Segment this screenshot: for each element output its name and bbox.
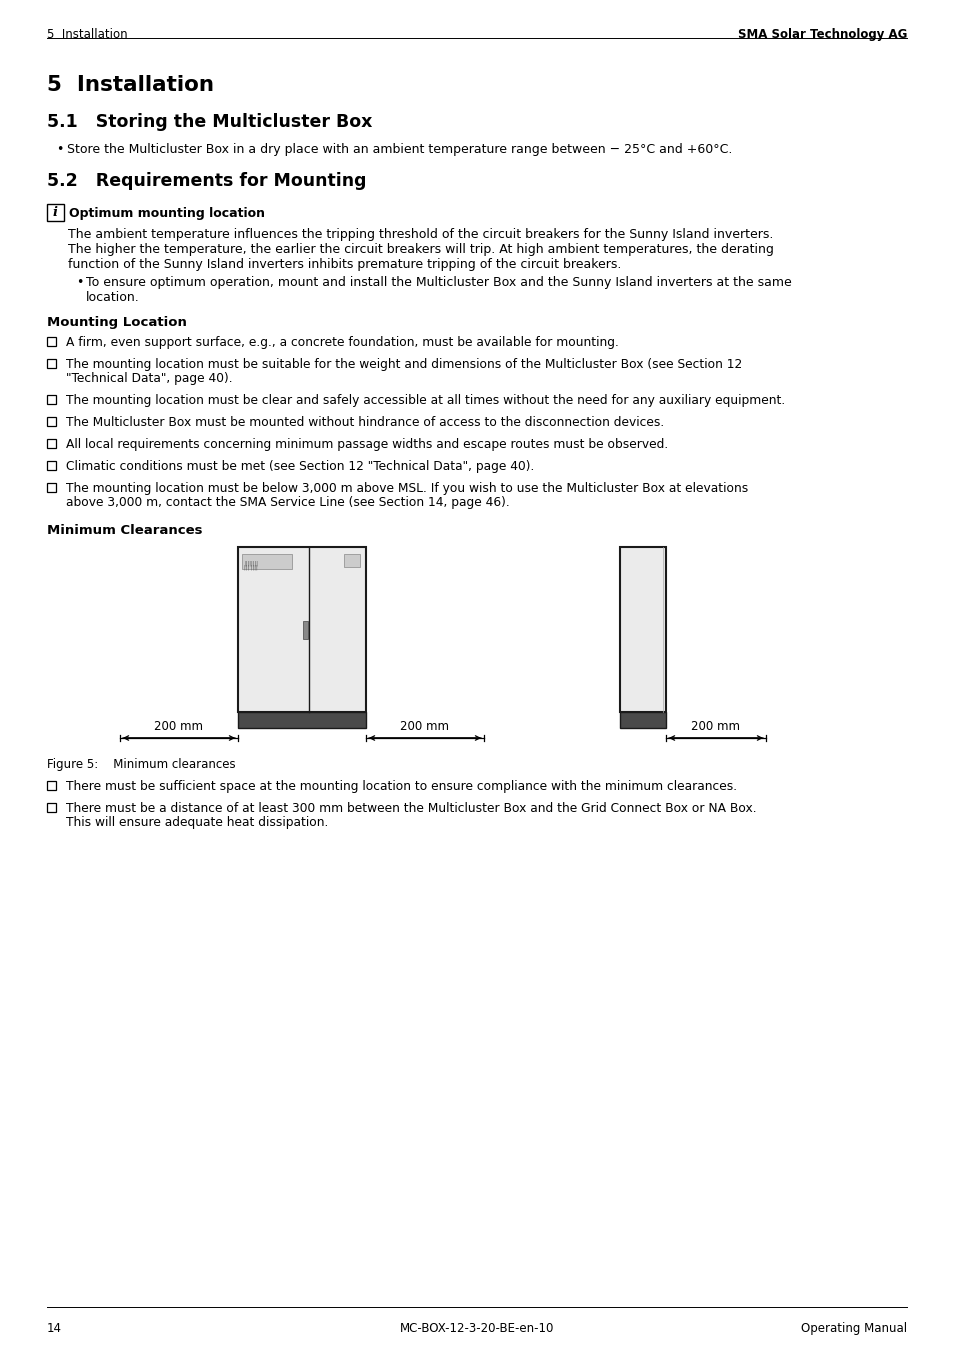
Bar xyxy=(619,547,665,711)
Bar xyxy=(237,547,366,711)
Text: There must be a distance of at least 300 mm between the Multicluster Box and the: There must be a distance of at least 300… xyxy=(66,802,756,815)
Text: There must be sufficient space at the mounting location to ensure compliance wit: There must be sufficient space at the mo… xyxy=(66,780,737,792)
Text: Climatic conditions must be met (see Section 12 "Technical Data", page 40).: Climatic conditions must be met (see Sec… xyxy=(66,460,534,472)
Text: Minimum Clearances: Minimum Clearances xyxy=(47,524,202,537)
Text: i: i xyxy=(53,207,58,219)
Text: •: • xyxy=(76,275,83,289)
Bar xyxy=(47,460,56,470)
Text: The mounting location must be suitable for the weight and dimensions of the Mult: The mounting location must be suitable f… xyxy=(66,358,741,371)
Text: A firm, even support surface, e.g., a concrete foundation, must be available for: A firm, even support surface, e.g., a co… xyxy=(66,336,618,350)
Text: Figure 5:    Minimum clearances: Figure 5: Minimum clearances xyxy=(47,757,235,771)
Bar xyxy=(242,554,292,568)
Bar xyxy=(47,417,56,427)
Bar xyxy=(47,483,56,491)
Bar xyxy=(344,554,359,567)
Text: 5  Installation: 5 Installation xyxy=(47,76,213,95)
Text: All local requirements concerning minimum passage widths and escape routes must : All local requirements concerning minimu… xyxy=(66,437,667,451)
Text: 5.1   Storing the Multicluster Box: 5.1 Storing the Multicluster Box xyxy=(47,113,372,131)
Text: 14: 14 xyxy=(47,1322,62,1335)
Text: 200 mm: 200 mm xyxy=(154,720,203,733)
Text: Optimum mounting location: Optimum mounting location xyxy=(69,207,265,220)
Text: Mounting Location: Mounting Location xyxy=(47,316,187,329)
Text: Operating Manual: Operating Manual xyxy=(800,1322,906,1335)
Text: ||||||||: |||||||| xyxy=(244,560,257,566)
Text: To ensure optimum operation, mount and install the Multicluster Box and the Sunn: To ensure optimum operation, mount and i… xyxy=(86,275,791,289)
Text: The higher the temperature, the earlier the circuit breakers will trip. At high : The higher the temperature, the earlier … xyxy=(68,243,773,256)
Bar xyxy=(47,359,56,369)
Text: SMA Solar Technology AG: SMA Solar Technology AG xyxy=(737,28,906,40)
Text: Store the Multicluster Box in a dry place with an ambient temperature range betw: Store the Multicluster Box in a dry plac… xyxy=(67,143,732,157)
Text: above 3,000 m, contact the SMA Service Line (see Section 14, page 46).: above 3,000 m, contact the SMA Service L… xyxy=(66,495,509,509)
Text: location.: location. xyxy=(86,292,139,304)
Text: The ambient temperature influences the tripping threshold of the circuit breaker: The ambient temperature influences the t… xyxy=(68,228,773,242)
Bar xyxy=(47,396,56,404)
Text: This will ensure adequate heat dissipation.: This will ensure adequate heat dissipati… xyxy=(66,815,328,829)
Text: 200 mm: 200 mm xyxy=(691,720,740,733)
Text: 200 mm: 200 mm xyxy=(400,720,449,733)
Text: "Technical Data", page 40).: "Technical Data", page 40). xyxy=(66,373,233,385)
Text: The mounting location must be below 3,000 m above MSL. If you wish to use the Mu: The mounting location must be below 3,00… xyxy=(66,482,747,495)
Text: The Multicluster Box must be mounted without hindrance of access to the disconne: The Multicluster Box must be mounted wit… xyxy=(66,416,663,429)
Text: 5.2   Requirements for Mounting: 5.2 Requirements for Mounting xyxy=(47,171,366,190)
Text: 5  Installation: 5 Installation xyxy=(47,28,128,40)
Bar xyxy=(47,204,64,221)
Bar xyxy=(237,711,366,728)
Text: ||| ||||: ||| |||| xyxy=(244,566,257,571)
Bar xyxy=(619,711,665,728)
Bar xyxy=(303,621,308,639)
Bar xyxy=(47,782,56,790)
Bar xyxy=(47,338,56,346)
Text: •: • xyxy=(56,143,63,157)
Bar xyxy=(47,803,56,811)
Text: function of the Sunny Island inverters inhibits premature tripping of the circui: function of the Sunny Island inverters i… xyxy=(68,258,620,271)
Text: The mounting location must be clear and safely accessible at all times without t: The mounting location must be clear and … xyxy=(66,394,784,406)
Bar xyxy=(47,439,56,448)
Text: MC-BOX-12-3-20-BE-en-10: MC-BOX-12-3-20-BE-en-10 xyxy=(399,1322,554,1335)
